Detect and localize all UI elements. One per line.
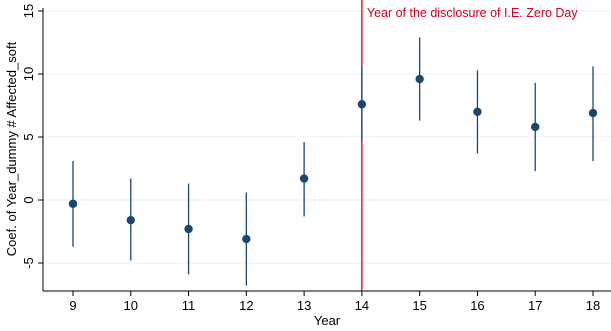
x-tick-label: 18 [586, 298, 600, 313]
x-tick-label: 11 [182, 298, 196, 313]
y-tick-label: 10 [21, 67, 36, 81]
x-tick-label: 12 [239, 298, 253, 313]
y-axis-label: Coef. of Year_dummy # Affected_soft [4, 41, 19, 256]
y-ticks: -5 0 5 10 15 [21, 4, 43, 269]
data-point [126, 215, 135, 225]
confidence-intervals [72, 37, 594, 286]
coefficient-points [68, 74, 598, 244]
y-tick-label: 5 [21, 133, 36, 140]
data-point [242, 234, 251, 244]
axes [42, 8, 611, 292]
reference-line-group: Year of the disclosure of I.E. Zero Day [361, 0, 579, 291]
data-point [415, 74, 424, 84]
data-point [357, 100, 367, 109]
x-tick-label: 10 [124, 298, 138, 313]
data-point [299, 174, 309, 183]
x-tick-label: 17 [528, 298, 542, 313]
y-tick-label: 15 [21, 4, 36, 18]
x-tick-label: 16 [470, 298, 484, 313]
y-tick-label: -5 [21, 257, 36, 269]
x-axis-label: Year [314, 313, 341, 328]
x-tick-label: 13 [297, 298, 311, 313]
x-ticks: 9 10 11 12 13 14 15 16 17 18 [69, 291, 600, 313]
gridlines [43, 10, 611, 264]
data-point [588, 108, 598, 118]
reference-line-label: Year of the disclosure of I.E. Zero Day [367, 6, 579, 20]
data-point [531, 122, 540, 132]
y-tick-label: 0 [21, 196, 36, 203]
x-tick-label: 9 [69, 298, 76, 313]
data-point [184, 224, 193, 234]
x-tick-label: 14 [355, 298, 369, 313]
data-point [473, 107, 482, 117]
data-point [68, 199, 78, 208]
x-tick-label: 15 [412, 298, 426, 313]
